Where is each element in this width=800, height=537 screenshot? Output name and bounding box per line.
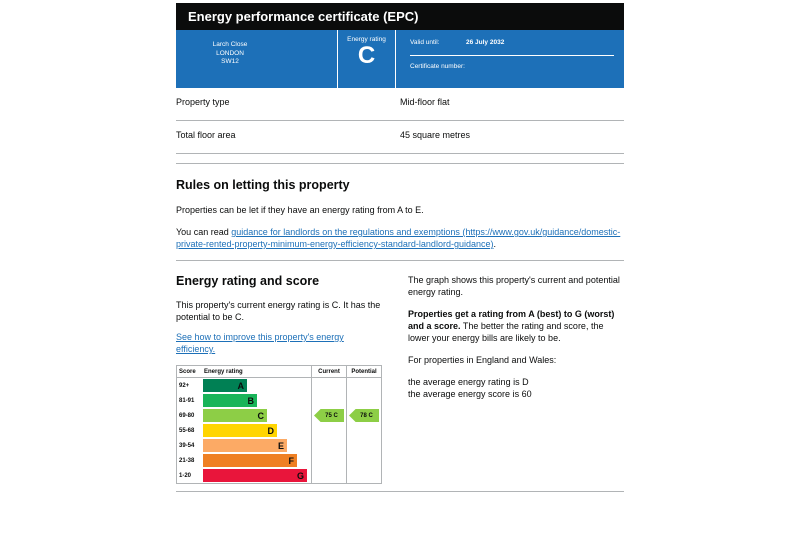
rules-link-suffix: . [493, 239, 496, 249]
epc-band-row-f: 21-38 F [177, 453, 311, 468]
graph-intro-paragraph: The graph shows this property's current … [408, 275, 620, 297]
address-line-2: LONDON [216, 49, 244, 57]
rating-left-column: Energy rating and score This property's … [176, 274, 382, 484]
epc-bands-body: 92+ A 81-91 B 69-80 C 55-68 D 39-54 E 21-38 F 1-20 G [177, 378, 311, 483]
floor-area-label: Total floor area [176, 130, 236, 140]
epc-band-bar: B [203, 394, 257, 407]
score-column-header: Score [179, 369, 196, 375]
rating-right-column: The graph shows this property's current … [408, 274, 624, 484]
table-row: Total floor area 45 square metres [176, 121, 624, 154]
rules-link-prefix: You can read [176, 227, 232, 237]
address-line-1: Larch Close [212, 41, 248, 48]
rating-column-header: Energy rating [204, 369, 243, 375]
energy-rating-letter: C [357, 42, 376, 69]
epc-band-bar: F [203, 454, 297, 467]
epc-col-current-body: 75 C [312, 378, 346, 483]
epc-current-tag: 75 C [314, 409, 344, 422]
address-line-3: SW12 [221, 58, 239, 65]
certificate-number-label: Certificate number: [410, 63, 465, 70]
section-divider [176, 260, 624, 261]
property-address: Larch Close LONDON SW12 [176, 30, 337, 88]
potential-column-header: Potential [347, 366, 381, 378]
property-type-value: Mid-floor flat [400, 97, 450, 107]
property-type-label: Property type [176, 97, 230, 107]
section-divider [176, 491, 624, 492]
rules-link-paragraph: You can read guidance for landlords on t… [176, 226, 624, 250]
epc-band-bar: D [203, 424, 277, 437]
epc-band-score: 1-20 [179, 472, 192, 479]
epc-band-row-a: 92+ A [177, 378, 311, 393]
averages-lines: the average energy rating is D the avera… [408, 376, 624, 400]
epc-col-potential-body: 78 C [347, 378, 381, 483]
average-rating-line: the average energy rating is D [408, 377, 529, 387]
epc-band-score: 39-54 [179, 442, 195, 449]
epc-band-score: 92+ [179, 382, 190, 389]
epc-band-score: 69-80 [179, 412, 195, 419]
rating-heading: Energy rating and score [176, 274, 320, 288]
epc-band-score: 21-38 [179, 457, 195, 464]
epc-band-row-c: 69-80 C [177, 408, 311, 423]
rating-explain-rest: The better the rating and score, the low… [408, 321, 604, 343]
epc-bands-column: Score Energy rating 92+ A 81-91 B 69-80 C 55-6… [177, 366, 311, 483]
rating-section: Energy rating and score This property's … [176, 274, 624, 484]
epc-band-bar: C [203, 409, 267, 422]
section-divider [176, 163, 624, 164]
epc-band-bar: E [203, 439, 287, 452]
epc-band-bar: A [203, 379, 247, 392]
energy-rating-label: Energy rating [347, 36, 386, 43]
average-score-line: the average energy score is 60 [408, 389, 532, 399]
epc-page: Energy performance certificate (EPC) Lar… [176, 3, 624, 492]
epc-band-row-b: 81-91 B [177, 393, 311, 408]
rating-paragraph: This property's current energy rating is… [176, 300, 381, 322]
epc-band-score: 81-91 [179, 397, 195, 404]
improve-link-paragraph: See how to improve this property's energ… [176, 331, 382, 355]
epc-chart: Score Energy rating 92+ A 81-91 B 69-80 C 55-6… [176, 365, 382, 484]
valid-until-value: 26 July 2032 [466, 39, 505, 46]
table-row: Property type Mid-floor flat [176, 88, 624, 121]
epc-band-row-d: 55-68 D [177, 423, 311, 438]
epc-current-column: Current 75 C [311, 366, 346, 483]
landlord-guidance-link[interactable]: guidance for landlords on the regulation… [176, 227, 621, 249]
summary-banner: Larch Close LONDON SW12 Energy rating C … [176, 30, 624, 88]
epc-band-score: 55-68 [179, 427, 195, 434]
energy-rating-box: Energy rating C [337, 30, 396, 88]
epc-potential-column: Potential 78 C [346, 366, 381, 483]
certificate-meta: Valid until: 26 July 2032 Certificate nu… [396, 30, 624, 88]
page-title: Energy performance certificate (EPC) [176, 3, 624, 30]
averages-intro: For properties in England and Wales: [408, 355, 557, 365]
rating-explain-paragraph: Properties get a rating from A (best) to… [408, 308, 624, 344]
rules-heading: Rules on letting this property [176, 178, 350, 192]
epc-chart-header: Score Energy rating [177, 366, 311, 378]
epc-potential-tag: 78 C [349, 409, 379, 422]
rating-explain-bold: Properties get a rating from A (best) to… [408, 309, 615, 331]
improve-efficiency-link[interactable]: See how to improve this property's energ… [176, 332, 344, 354]
rules-paragraph: Properties can be let if they have an en… [176, 205, 424, 215]
epc-band-row-e: 39-54 E [177, 438, 311, 453]
floor-area-value: 45 square metres [400, 130, 471, 140]
valid-until-label: Valid until: [410, 39, 440, 46]
epc-band-row-g: 1-20 G [177, 468, 311, 483]
epc-band-bar: G [203, 469, 307, 482]
current-column-header: Current [312, 366, 346, 378]
